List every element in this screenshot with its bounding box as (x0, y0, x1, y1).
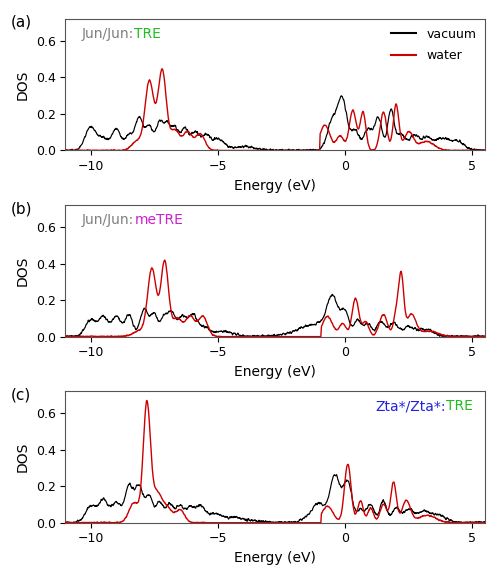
Text: TRE: TRE (134, 27, 162, 41)
Text: TRE: TRE (446, 399, 472, 413)
X-axis label: Energy (eV): Energy (eV) (234, 551, 316, 565)
Y-axis label: DOS: DOS (16, 442, 30, 472)
X-axis label: Energy (eV): Energy (eV) (234, 179, 316, 193)
Text: Jun/Jun:: Jun/Jun: (82, 213, 134, 227)
Y-axis label: DOS: DOS (16, 70, 30, 100)
Text: Jun/Jun:: Jun/Jun: (82, 27, 134, 41)
Text: (a): (a) (11, 15, 32, 30)
Legend: vacuum, water: vacuum, water (386, 23, 481, 67)
X-axis label: Energy (eV): Energy (eV) (234, 365, 316, 379)
Y-axis label: DOS: DOS (16, 256, 30, 286)
Text: (c): (c) (11, 387, 31, 402)
Text: Zta*/Zta*:: Zta*/Zta*: (375, 399, 446, 413)
Text: (b): (b) (11, 201, 32, 216)
Text: meTRE: meTRE (134, 213, 184, 227)
